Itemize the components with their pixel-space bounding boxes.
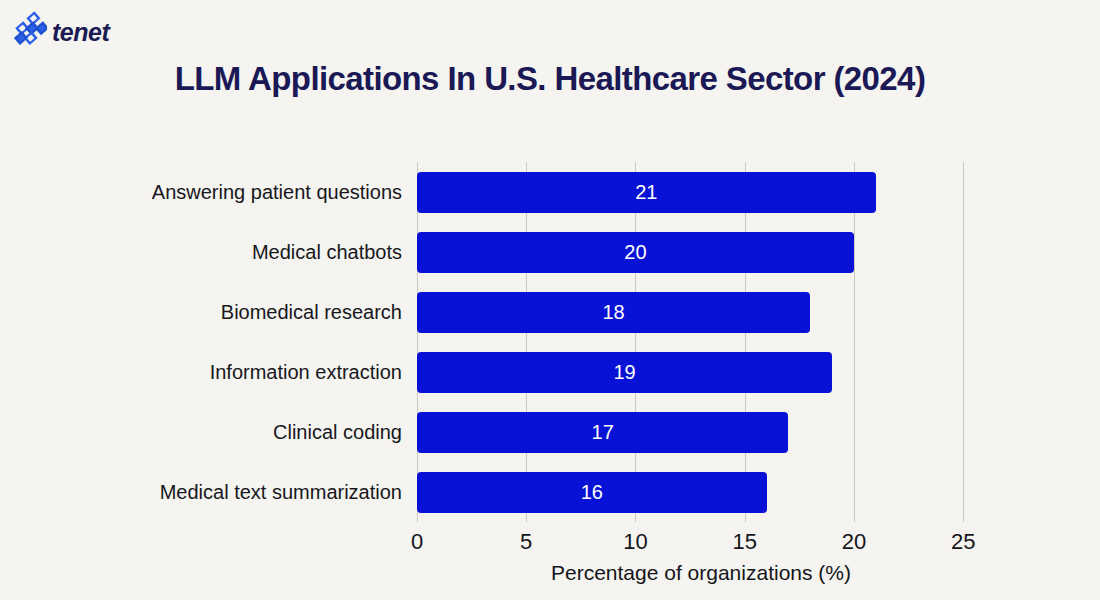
x-tick-label: 5: [520, 529, 532, 555]
x-tick-label: 10: [623, 529, 647, 555]
bar-track: 21: [417, 162, 985, 222]
x-axis-ticks: 0510152025: [417, 522, 985, 554]
bar-track: 18: [417, 282, 985, 342]
bar-value-label: 21: [635, 181, 657, 204]
chart-rows: Answering patient questions 21 Medical c…: [115, 162, 985, 522]
tenet-logo[interactable]: tenet: [13, 11, 109, 53]
bar-value-label: 16: [581, 481, 603, 504]
bar-value-label: 17: [592, 421, 614, 444]
chart-row: Medical chatbots 20: [115, 222, 985, 282]
bar: 21: [417, 172, 876, 213]
chart-row: Information extraction 19: [115, 342, 985, 402]
bar-track: 19: [417, 342, 985, 402]
chart-row: Answering patient questions 21: [115, 162, 985, 222]
bar-track: 17: [417, 402, 985, 462]
bar-value-label: 18: [602, 301, 624, 324]
x-tick-label: 0: [411, 529, 423, 555]
bar-value-label: 20: [624, 241, 646, 264]
bar-track: 16: [417, 462, 985, 522]
bar: 18: [417, 292, 810, 333]
chart-row: Medical text summarization 16: [115, 462, 985, 522]
bar: 16: [417, 472, 767, 513]
bar: 19: [417, 352, 832, 393]
bar-value-label: 19: [613, 361, 635, 384]
category-label: Clinical coding: [115, 421, 417, 444]
bar-track: 20: [417, 222, 985, 282]
x-tick-label: 15: [732, 529, 756, 555]
category-label: Medical chatbots: [115, 241, 417, 264]
x-tick-label: 20: [842, 529, 866, 555]
chart-row: Clinical coding 17: [115, 402, 985, 462]
tenet-diamond-cross-icon: [13, 11, 47, 53]
bar: 20: [417, 232, 854, 273]
page-title: LLM Applications In U.S. Healthcare Sect…: [0, 60, 1100, 98]
category-label: Medical text summarization: [115, 481, 417, 504]
x-axis-label: Percentage of organizations (%): [417, 561, 985, 585]
category-label: Information extraction: [115, 361, 417, 384]
x-tick-label: 25: [951, 529, 975, 555]
category-label: Answering patient questions: [115, 181, 417, 204]
logo-wordmark: tenet: [52, 18, 109, 47]
chart-row: Biomedical research 18: [115, 282, 985, 342]
bar: 17: [417, 412, 788, 453]
bar-chart: Answering patient questions 21 Medical c…: [115, 162, 985, 585]
category-label: Biomedical research: [115, 301, 417, 324]
